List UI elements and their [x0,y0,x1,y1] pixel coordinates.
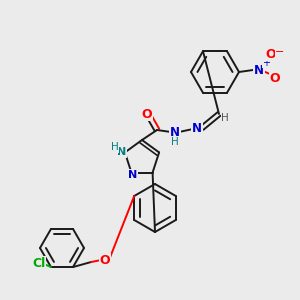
Text: N: N [170,125,180,139]
Text: O: O [100,254,110,267]
Text: H: H [221,113,229,123]
Text: Cl: Cl [32,256,46,270]
Text: O: O [266,47,276,61]
Text: N: N [192,122,202,134]
Text: H: H [171,137,179,147]
Text: O: O [142,107,152,121]
Text: +: + [262,58,270,68]
Text: H: H [111,142,119,152]
Text: N: N [128,169,137,180]
Text: O: O [270,71,280,85]
Text: −: − [275,47,285,57]
Text: N: N [254,64,264,76]
Text: N: N [117,147,127,158]
